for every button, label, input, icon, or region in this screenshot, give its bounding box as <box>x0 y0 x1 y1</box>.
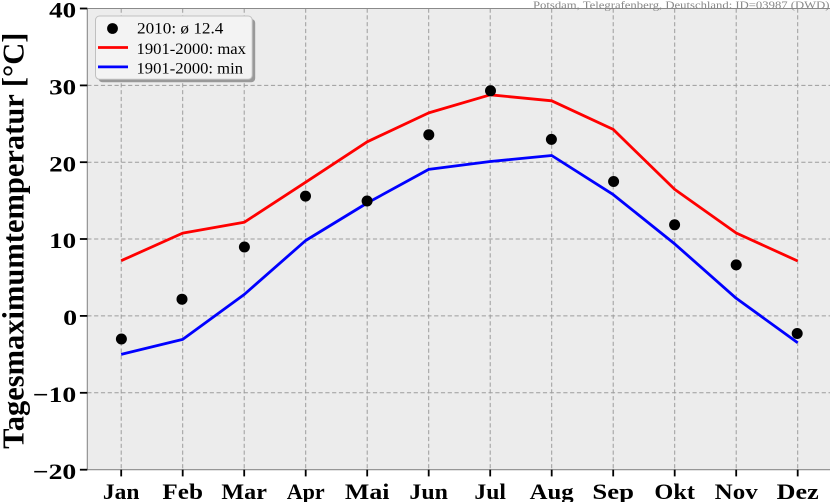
svg-text:Mai: Mai <box>345 479 390 502</box>
svg-text:2010: ø 12.4: 2010: ø 12.4 <box>137 21 223 38</box>
svg-text:Tagesmaximumtemperatur [°C]: Tagesmaximumtemperatur [°C] <box>0 33 31 449</box>
svg-text:Apr: Apr <box>287 479 325 502</box>
svg-text:Okt: Okt <box>654 479 695 502</box>
svg-text:Jun: Jun <box>409 479 448 502</box>
svg-text:20: 20 <box>49 151 76 176</box>
svg-text:Potsdam, Telegrafenberg, Deuts: Potsdam, Telegrafenberg, Deutschland: ID… <box>533 0 830 11</box>
svg-text:0: 0 <box>63 305 77 330</box>
svg-text:30: 30 <box>49 75 76 100</box>
svg-text:Mar: Mar <box>221 479 267 502</box>
svg-text:10: 10 <box>49 228 76 253</box>
svg-text:Jul: Jul <box>474 479 506 502</box>
svg-text:−20: −20 <box>33 459 77 484</box>
svg-text:Sep: Sep <box>592 479 634 502</box>
svg-text:1901-2000: min: 1901-2000: min <box>137 61 244 78</box>
svg-text:1901-2000: max: 1901-2000: max <box>137 41 247 58</box>
svg-text:Feb: Feb <box>162 479 203 502</box>
svg-text:Jan: Jan <box>103 479 140 502</box>
svg-text:Dez: Dez <box>777 479 819 502</box>
svg-text:Nov: Nov <box>715 479 759 502</box>
svg-text:Aug: Aug <box>530 479 575 502</box>
svg-text:−10: −10 <box>33 382 77 407</box>
svg-text:40: 40 <box>49 0 76 23</box>
